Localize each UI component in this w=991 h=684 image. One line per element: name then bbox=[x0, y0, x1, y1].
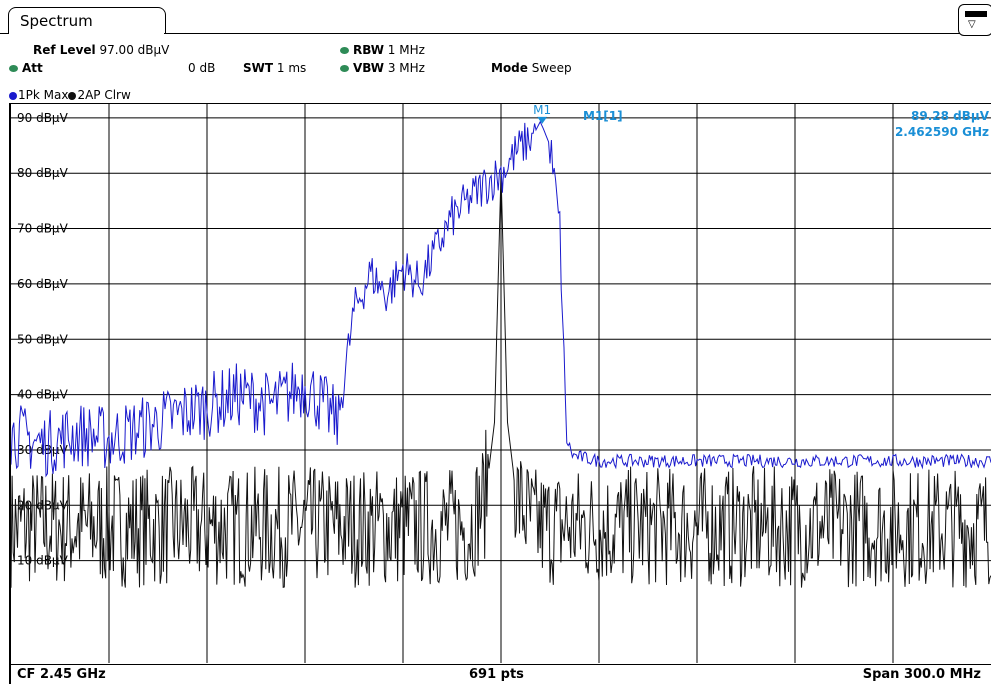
trace-lines bbox=[11, 120, 991, 588]
y-tick-label: 50 dBµV bbox=[17, 332, 69, 346]
status-dot-icon bbox=[340, 47, 349, 54]
sweep-points: 691 pts bbox=[469, 667, 524, 682]
swt-setting[interactable]: SWT 1 ms bbox=[243, 61, 306, 75]
trace-2-item[interactable]: 2AP Clrw bbox=[68, 88, 131, 102]
att-value: 0 dB bbox=[188, 61, 216, 75]
tab-spectrum[interactable]: Spectrum bbox=[8, 7, 166, 34]
rbw-value: 1 MHz bbox=[387, 43, 425, 57]
status-footer: CF 2.45 GHz 691 pts Span 300.0 MHz bbox=[9, 664, 991, 684]
ref-level-value: 97.00 dBµV bbox=[99, 43, 170, 57]
tab-label: Spectrum bbox=[20, 12, 93, 30]
mode-label: Mode bbox=[491, 61, 528, 75]
swt-label: SWT bbox=[243, 61, 274, 75]
trace-1-line bbox=[11, 120, 991, 478]
mode-value: Sweep bbox=[531, 61, 572, 75]
trace-2-dot-icon bbox=[68, 92, 77, 100]
chevron-down-icon: ▽ bbox=[968, 19, 976, 30]
vbw-label: VBW bbox=[353, 61, 385, 75]
rbw-setting[interactable]: RBW 1 MHz bbox=[340, 43, 425, 57]
marker-level: 89.28 dBµV bbox=[911, 109, 990, 123]
plot-grid bbox=[11, 104, 991, 663]
marker-layer bbox=[537, 116, 548, 124]
marker-frequency: 2.462590 GHz bbox=[895, 125, 989, 139]
trace-1-label: 1Pk Max bbox=[18, 88, 69, 102]
marker-m1-triangle-icon bbox=[537, 116, 548, 124]
y-tick-label: 70 dBµV bbox=[17, 222, 69, 236]
att-label: Att bbox=[22, 61, 43, 75]
y-tick-label: 80 dBµV bbox=[17, 166, 69, 180]
y-tick-label: 60 dBµV bbox=[17, 277, 69, 291]
status-dot-icon bbox=[340, 65, 349, 72]
y-tick-label: 90 dBµV bbox=[17, 111, 69, 125]
trace-1-item[interactable]: 1Pk Max bbox=[9, 88, 68, 102]
ref-level-label: Ref Level bbox=[33, 43, 96, 57]
rbw-label: RBW bbox=[353, 43, 384, 57]
marker-readout-label: M1[1] bbox=[583, 109, 623, 123]
window-menu-button[interactable]: ▽ bbox=[958, 4, 991, 36]
marker-m1-name: M1 bbox=[533, 104, 551, 117]
ref-level-setting[interactable]: Ref Level 97.00 dBµV bbox=[33, 43, 169, 57]
vbw-value: 3 MHz bbox=[387, 61, 425, 75]
spectrum-plot[interactable]: 90 dBµV 80 dBµV 70 dBµV 60 dBµV 50 dBµV 40 dB… bbox=[11, 104, 991, 663]
plot-frame bbox=[9, 103, 991, 664]
center-frequency: CF 2.45 GHz bbox=[17, 667, 106, 682]
toolbar-icon bbox=[965, 11, 987, 17]
trace-1-dot-icon bbox=[9, 92, 17, 100]
span-value: Span 300.0 MHz bbox=[862, 667, 981, 682]
tab-divider bbox=[164, 33, 991, 34]
trace-legend: 1Pk Max 2AP Clrw bbox=[9, 88, 131, 102]
tab-divider bbox=[0, 33, 9, 34]
vbw-setting[interactable]: VBW 3 MHz bbox=[340, 61, 425, 75]
y-tick-label: 40 dBµV bbox=[17, 388, 69, 402]
trace-2-label: 2AP Clrw bbox=[77, 88, 131, 102]
att-setting[interactable]: Att bbox=[9, 61, 43, 75]
mode-setting[interactable]: Mode Sweep bbox=[491, 61, 572, 75]
swt-value: 1 ms bbox=[276, 61, 307, 75]
status-dot-icon bbox=[9, 65, 18, 72]
